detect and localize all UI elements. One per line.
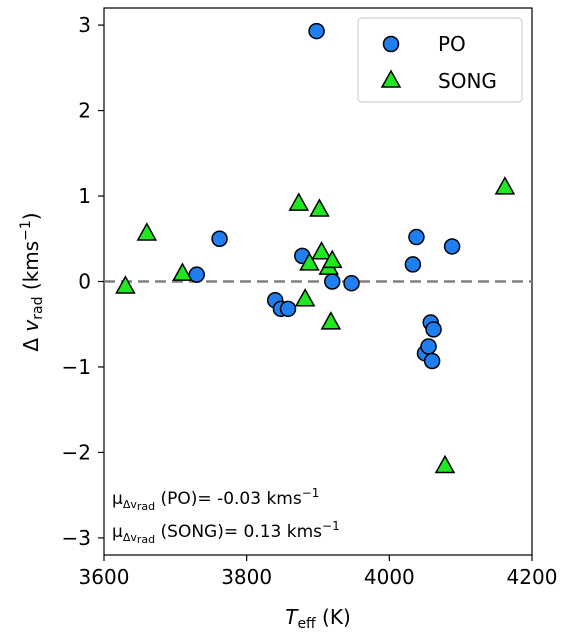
y-tick-label: 3: [78, 13, 91, 37]
song-data-point: [494, 176, 516, 195]
po-data-point: [443, 238, 461, 255]
legend-song-label: SONG: [438, 69, 497, 93]
legend-box: [357, 17, 523, 103]
po-data-point: [343, 274, 360, 292]
x-tick-label: 4000: [364, 565, 415, 589]
po-data-point: [324, 273, 341, 290]
song-data-point: [288, 192, 310, 211]
song-data-point: [172, 262, 193, 281]
x-tick-label: 3800: [221, 565, 272, 589]
y-tick-label: 1: [78, 184, 91, 208]
x-tick-label: 3600: [79, 565, 130, 589]
song-data-point: [294, 288, 316, 307]
po-data-point: [308, 22, 325, 40]
po-data-point: [211, 230, 228, 248]
po-data-point: [420, 338, 437, 355]
po-data-point: [408, 228, 425, 246]
data-points: [115, 22, 516, 474]
y-tick-label: 2: [78, 99, 91, 123]
song-data-point: [434, 454, 456, 474]
song-data-point: [299, 252, 320, 271]
legend: PO SONG: [357, 17, 523, 103]
y-tick-label: −3: [62, 526, 91, 550]
song-data-point: [321, 249, 343, 269]
song-data-point: [136, 222, 158, 241]
song-data-point: [309, 198, 330, 217]
x-axis-ticks: 3600 3800 4000 4200: [79, 555, 558, 589]
y-tick-label: −2: [62, 440, 91, 464]
y-tick-label: −1: [62, 355, 91, 379]
x-tick-label: 4200: [507, 565, 558, 589]
po-data-point: [423, 352, 441, 370]
y-axis-ticks: −3 −2 −1 0 1 2 3: [62, 13, 104, 550]
legend-po-label: PO: [438, 32, 466, 56]
annotation-po-mean: μΔvrad (PO)= -0.03 kms−1: [112, 486, 319, 513]
song-data-point: [320, 311, 342, 330]
annotation-song-mean: μΔvrad (SONG)= 0.13 kms−1: [112, 519, 340, 546]
y-axis-label: Δ vrad (kms−1): [18, 212, 46, 351]
po-data-point: [425, 321, 442, 338]
po-data-point: [404, 256, 422, 273]
legend-po-marker: [382, 35, 400, 53]
song-data-point: [115, 275, 136, 294]
legend-song-marker: [380, 69, 402, 88]
y-tick-label: 0: [78, 270, 91, 294]
song-data-point: [311, 241, 332, 260]
po-data-point: [279, 300, 297, 318]
x-axis-label: Teff (K): [285, 605, 351, 632]
